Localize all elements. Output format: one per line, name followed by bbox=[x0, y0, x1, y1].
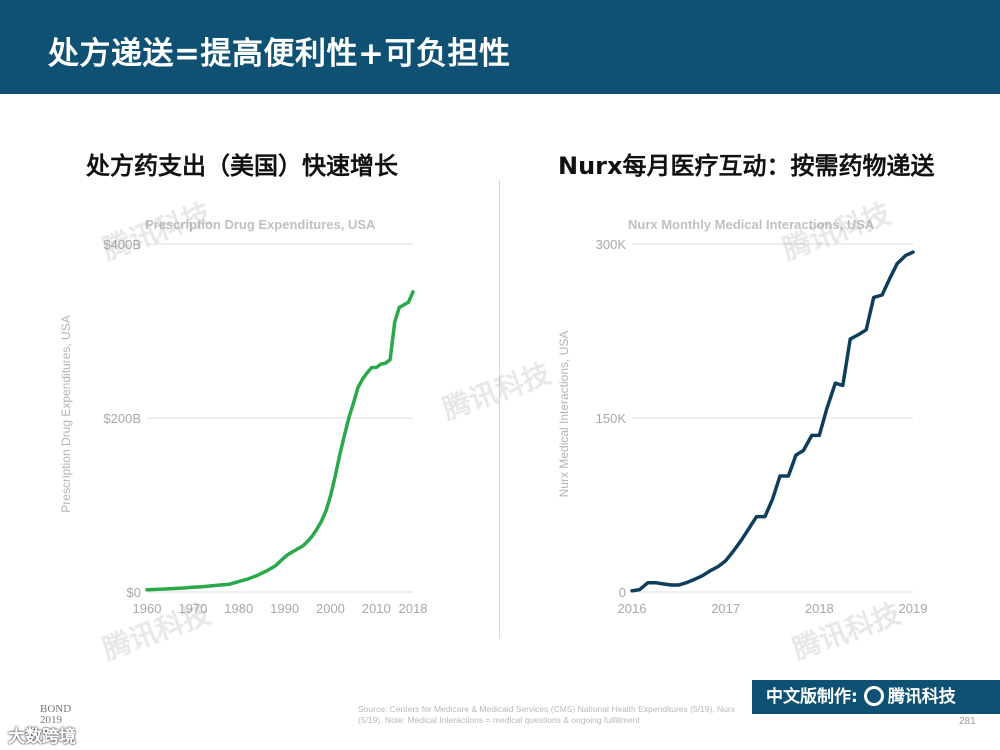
brand-name: 腾讯科技 bbox=[887, 687, 956, 707]
left-x-tick-label: 1990 bbox=[270, 601, 299, 616]
left-y-tick-label: $0 bbox=[127, 585, 141, 600]
page-number: 281 bbox=[959, 716, 976, 727]
source-note: Source: Centers for Medicare & Medicaid … bbox=[358, 704, 735, 725]
right-y-tick-label: 300K bbox=[596, 237, 627, 252]
left-x-tick-label: 2000 bbox=[316, 601, 345, 616]
right-x-tick-label: 2018 bbox=[805, 601, 834, 616]
header-bar: 处方递送=提高便利性+可负担性 bbox=[0, 0, 1000, 94]
left-x-tick-label: 2018 bbox=[399, 601, 428, 616]
left-y-tick-label: $400B bbox=[103, 237, 141, 252]
panel-divider bbox=[499, 180, 500, 638]
left-x-tick-label: 2010 bbox=[362, 601, 391, 616]
right-y-tick-label: 150K bbox=[596, 411, 627, 426]
right-chart: Nurx Monthly Medical Interactions, USA N… bbox=[557, 217, 927, 616]
right-chart-title: Nurx Monthly Medical Interactions, USA bbox=[628, 217, 875, 232]
right-y-axis-label: Nurx Medical Interactions, USA bbox=[557, 331, 571, 498]
tencent-logo-icon bbox=[863, 686, 884, 706]
bottom-watermark-logo: 大数跨境 bbox=[8, 727, 76, 747]
left-y-tick-label: $200B bbox=[103, 411, 141, 426]
bond-year: 2019 bbox=[40, 714, 62, 726]
right-x-tick-label: 2019 bbox=[899, 601, 928, 616]
bond-text: BOND bbox=[40, 703, 72, 715]
right-y-tick-label: 0 bbox=[619, 585, 626, 600]
left-panel-title: 处方药支出（美国）快速增长 bbox=[86, 152, 398, 180]
left-y-axis-label: Prescription Drug Expenditures, USA bbox=[59, 315, 73, 512]
bond-logo: BOND 2019 bbox=[40, 704, 71, 726]
page-title: 处方递送=提高便利性+可负担性 bbox=[48, 36, 511, 72]
right-x-tick-label: 2016 bbox=[618, 601, 647, 616]
left-series-line bbox=[145, 290, 415, 592]
left-x-tick-label: 1980 bbox=[224, 601, 253, 616]
left-x-tick-label: 1960 bbox=[133, 601, 162, 616]
brand-box: 中文版制作: 腾讯科技 bbox=[752, 680, 1000, 714]
right-panel-title: Nurx每月医疗互动：按需药物递送 bbox=[558, 152, 935, 180]
left-chart: Prescription Drug Expenditures, USA Pres… bbox=[59, 217, 427, 616]
left-x-tick-label: 1970 bbox=[178, 601, 207, 616]
right-x-tick-label: 2017 bbox=[711, 601, 740, 616]
right-series-line bbox=[630, 250, 915, 593]
left-chart-title: Prescription Drug Expenditures, USA bbox=[145, 217, 376, 232]
brand-prefix: 中文版制作: bbox=[766, 687, 858, 707]
